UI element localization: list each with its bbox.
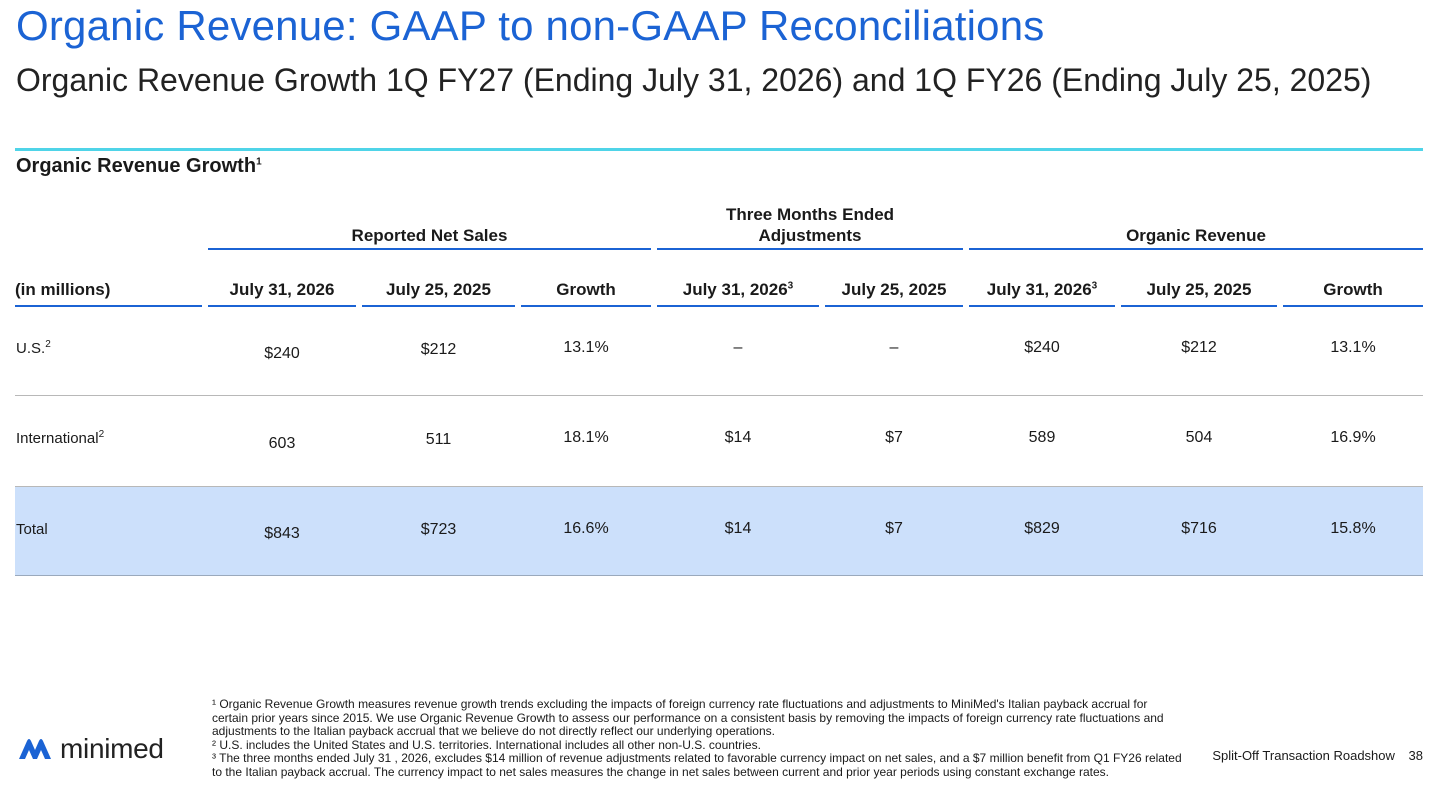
table-cell: $7 xyxy=(885,429,903,446)
group-header-adjustments: Three Months Ended Adjustments xyxy=(657,204,963,250)
table-cell: 511 xyxy=(425,431,452,448)
table-cell: $240 xyxy=(1024,339,1060,356)
column-header-adjustments-2026: July 31, 20263 xyxy=(657,280,819,307)
row-label-us: U.S.2 xyxy=(16,339,51,358)
column-header-reported-growth: Growth xyxy=(521,280,651,307)
column-header-organic-2026: July 31, 20263 xyxy=(969,280,1115,307)
footnotes: ¹ Organic Revenue Growth measures revenu… xyxy=(212,697,1182,779)
total-row-highlight xyxy=(15,487,1423,576)
table-cell: $843 xyxy=(264,525,300,542)
footer-label: Split-Off Transaction Roadshow xyxy=(1212,748,1395,763)
minimed-logo: minimed xyxy=(18,732,164,766)
table-cell: 13.1% xyxy=(1330,339,1376,356)
column-header-units: (in millions) xyxy=(15,280,202,307)
table-cell: 16.9% xyxy=(1330,429,1376,446)
table-cell: $14 xyxy=(724,520,752,537)
minimed-logo-icon xyxy=(19,739,51,759)
table-cell: 13.1% xyxy=(563,339,609,356)
page-subtitle: Organic Revenue Growth 1Q FY27 (Ending J… xyxy=(16,62,1372,98)
header-divider xyxy=(15,148,1423,151)
row-divider xyxy=(15,395,1423,396)
table-cell: $240 xyxy=(264,345,300,362)
table-cell: $723 xyxy=(420,521,457,538)
table-cell: $212 xyxy=(420,341,457,358)
page-number: 38 xyxy=(1408,748,1423,763)
footnote-3: ³ The three months ended July 31 , 2026,… xyxy=(212,751,1182,779)
table-cell: 603 xyxy=(268,435,296,452)
column-header-reported-2025: July 25, 2025 xyxy=(362,280,515,307)
table-cell: 15.8% xyxy=(1330,520,1376,537)
table-cell: $716 xyxy=(1181,520,1217,537)
table-cell: – xyxy=(733,339,743,356)
page-title: Organic Revenue: GAAP to non-GAAP Reconc… xyxy=(16,2,1045,49)
footnote-1: ¹ Organic Revenue Growth measures revenu… xyxy=(212,697,1164,738)
table-cell: 589 xyxy=(1028,429,1056,446)
logo-wordmark: minimed xyxy=(60,733,164,764)
group-header-reported: Reported Net Sales xyxy=(208,225,651,250)
column-header-reported-2026: July 31, 2026 xyxy=(208,280,356,307)
table-cell: – xyxy=(889,339,899,356)
footer: Split-Off Transaction Roadshow 38 xyxy=(1212,748,1423,763)
column-header-organic-growth: Growth xyxy=(1283,280,1423,307)
group-header-organic: Organic Revenue xyxy=(969,225,1423,250)
section-title: Organic Revenue Growth1 xyxy=(16,155,262,177)
row-divider xyxy=(15,486,1423,487)
row-label-international: International2 xyxy=(16,429,105,448)
footnote-2: ² U.S. includes the United States and U.… xyxy=(212,737,761,752)
row-label-total: Total xyxy=(16,521,48,538)
column-header-organic-2025: July 25, 2025 xyxy=(1121,280,1277,307)
table-cell: $7 xyxy=(885,520,903,537)
table-cell: 16.6% xyxy=(563,520,609,537)
table-cell: 504 xyxy=(1185,429,1213,446)
table-cell: $212 xyxy=(1181,339,1217,356)
column-header-adjustments-2025: July 25, 2025 xyxy=(825,280,963,307)
table-cell: 18.1% xyxy=(563,429,609,446)
table-cell: $829 xyxy=(1024,520,1060,537)
table-cell: $14 xyxy=(724,429,752,446)
